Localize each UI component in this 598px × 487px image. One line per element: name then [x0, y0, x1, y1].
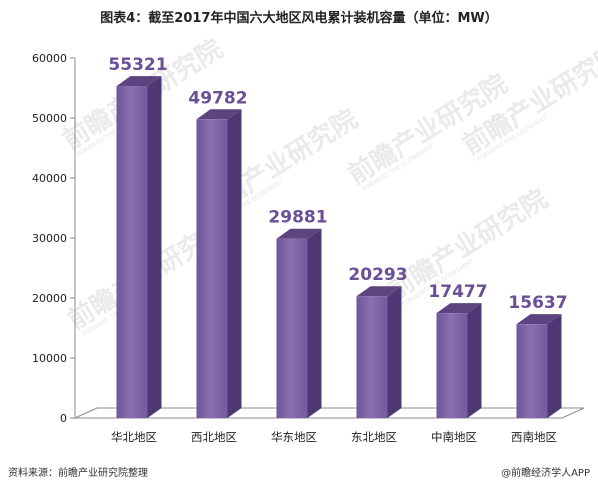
- bar-front-face: [356, 296, 388, 418]
- bar-side-face: [387, 286, 402, 418]
- bar: [116, 76, 162, 418]
- bar-side-face: [147, 76, 162, 418]
- bar-side-face: [467, 303, 482, 418]
- x-tick-label: 西北地区: [191, 430, 237, 444]
- data-label: 20293: [348, 265, 407, 285]
- bar-front-face: [276, 238, 308, 418]
- bar-series: [116, 76, 562, 419]
- x-tick-label: 东北地区: [351, 430, 397, 444]
- data-label: 29881: [268, 208, 327, 228]
- data-label: 55321: [108, 55, 167, 75]
- bar-top-face: [116, 76, 162, 87]
- bar-top-face: [356, 286, 402, 297]
- y-tick-label: 30000: [32, 232, 67, 245]
- bar-top-face: [276, 228, 322, 239]
- bar: [276, 228, 322, 418]
- chart-title: 图表4：截至2017年中国六大地区风电累计装机容量（单位：MW）: [100, 10, 498, 26]
- y-tick-label: 0: [60, 412, 67, 425]
- data-label: 49782: [188, 88, 247, 108]
- x-tick-label: 中南地区: [431, 430, 477, 444]
- x-tick-label: 华北地区: [111, 430, 157, 444]
- y-tick-label: 50000: [32, 112, 67, 125]
- y-tick-label: 10000: [32, 352, 67, 365]
- x-tick-label: 西南地区: [511, 430, 557, 444]
- bar-top-face: [196, 109, 242, 120]
- bar: [516, 314, 562, 418]
- bar-side-face: [547, 314, 562, 418]
- y-tick-label: 20000: [32, 292, 67, 305]
- data-label: 17477: [428, 282, 487, 302]
- y-tick-label: 40000: [32, 172, 67, 185]
- bar-front-face: [516, 324, 548, 418]
- bar-side-face: [227, 109, 242, 419]
- bar-front-face: [116, 86, 148, 418]
- bar-side-face: [307, 228, 322, 418]
- bar: [356, 286, 402, 418]
- credit-note: @前瞻经济学人APP: [501, 466, 590, 479]
- bar-front-face: [436, 313, 468, 418]
- value-labels: 55321 华北地区 49782 西北地区 29881 华东地区 20293 东北地区 1747…: [108, 55, 567, 444]
- y-tick-label: 60000: [32, 52, 67, 65]
- bar-front-face: [196, 119, 228, 419]
- bar: [196, 109, 242, 419]
- x-tick-label: 华东地区: [271, 430, 317, 444]
- bar-top-face: [516, 314, 562, 325]
- source-note: 资料来源：前瞻产业研究院整理: [8, 466, 148, 479]
- bar-top-face: [436, 303, 482, 314]
- data-label: 15637: [508, 293, 567, 313]
- bar: [436, 303, 482, 418]
